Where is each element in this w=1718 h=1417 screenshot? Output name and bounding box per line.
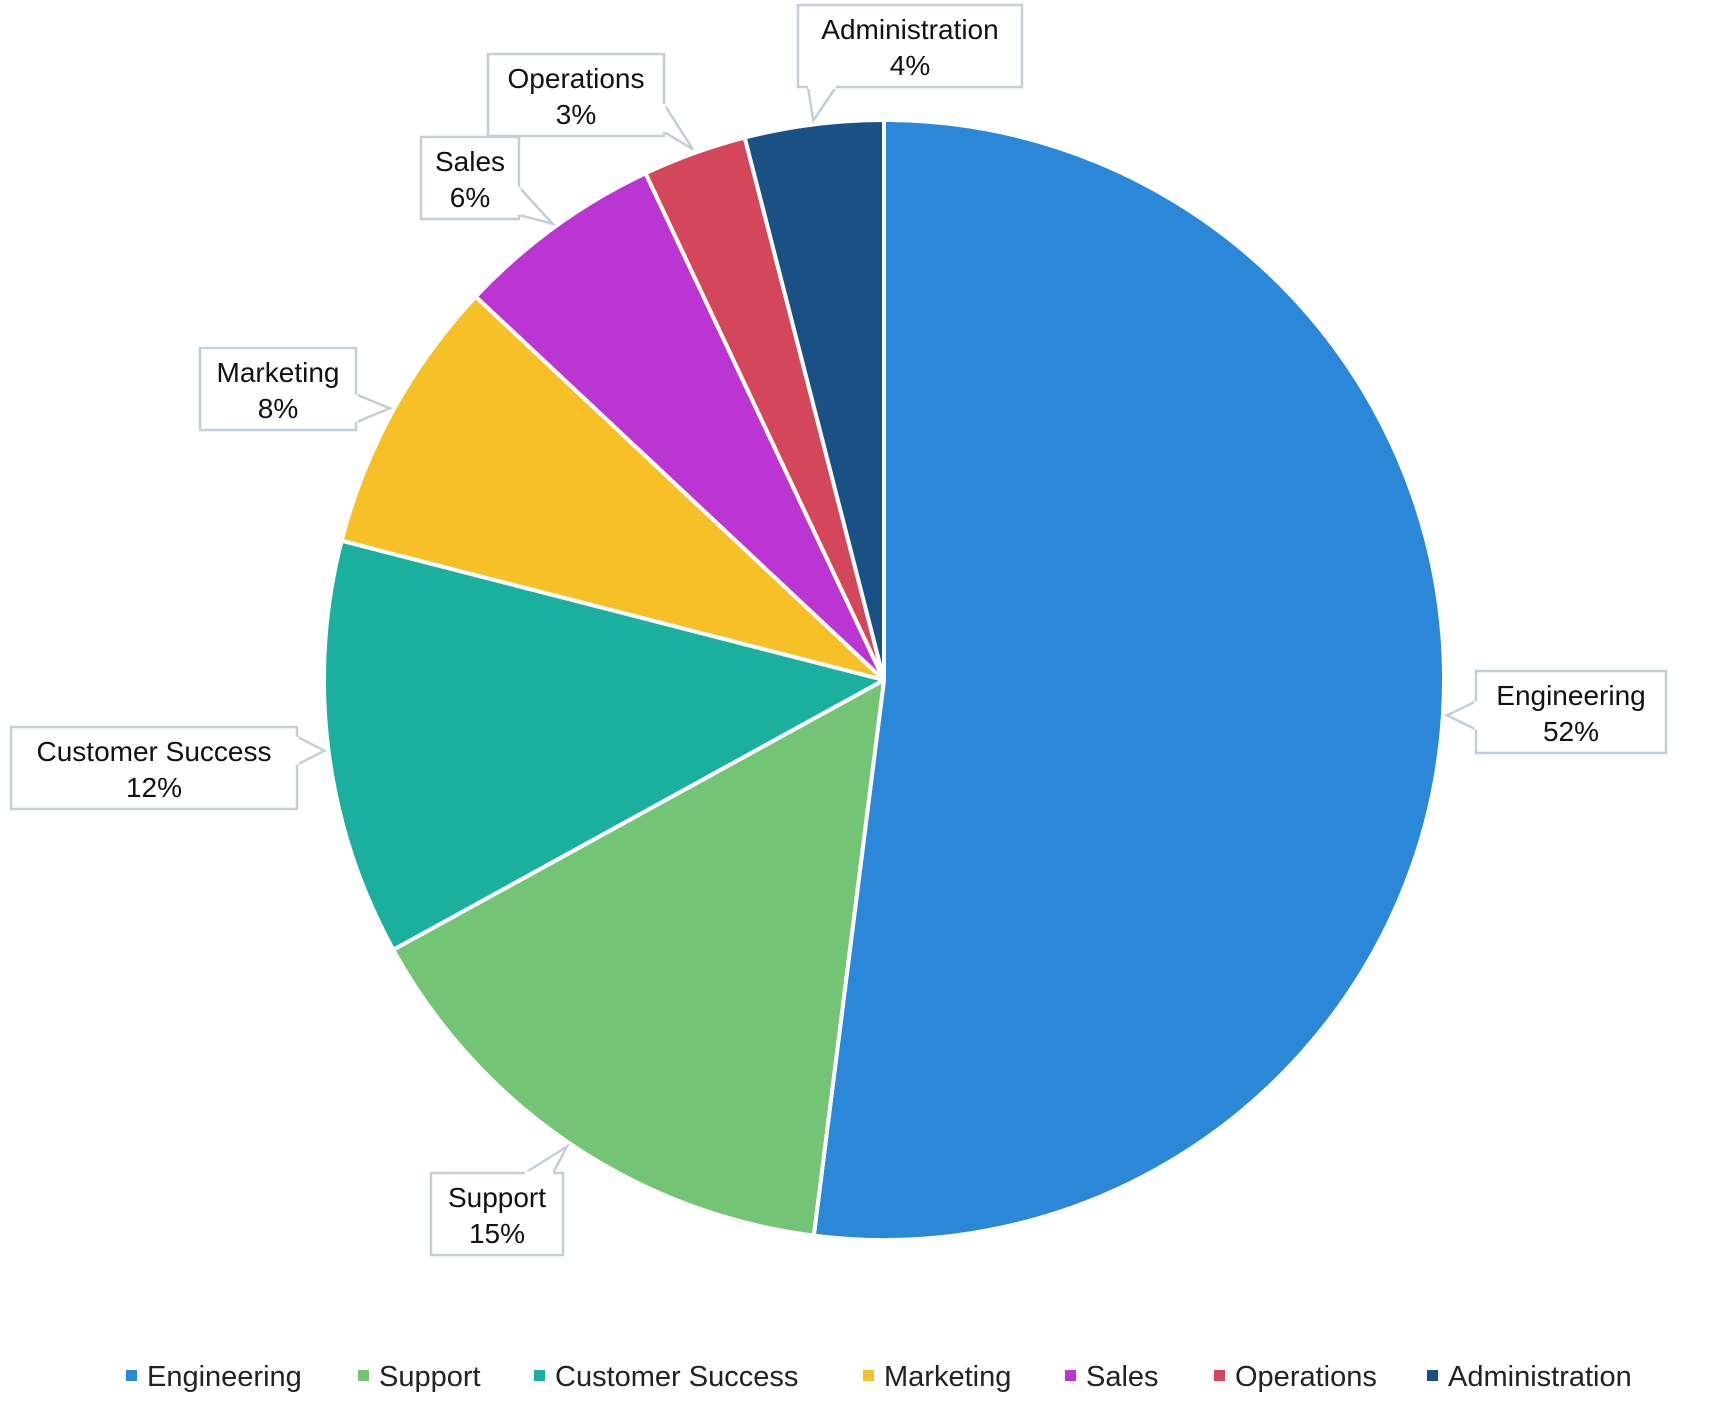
callout-operations: Operations 3% xyxy=(486,52,695,151)
legend-label: Marketing xyxy=(884,1361,1011,1393)
data-label-name: Administration xyxy=(821,14,998,45)
legend-item-sales: Sales xyxy=(1065,1361,1159,1393)
callout-pointer xyxy=(662,103,695,151)
callout-sales: Sales 6% xyxy=(419,135,557,226)
legend-item-administration: Administration xyxy=(1427,1361,1632,1393)
callout-administration: Administration 4% xyxy=(796,3,1024,124)
legend-label: Customer Success xyxy=(555,1361,798,1393)
legend-item-support: Support xyxy=(358,1361,481,1393)
slice-marketing xyxy=(339,294,886,682)
callout-box xyxy=(419,135,521,221)
legend-item-engineering: Engineering xyxy=(126,1361,302,1393)
data-label-value: 4% xyxy=(890,50,930,81)
callout-marketing: Marketing 8% xyxy=(198,346,394,432)
legend-swatch xyxy=(1214,1370,1225,1381)
pie-slices xyxy=(322,118,1447,1242)
data-label-value: 8% xyxy=(258,393,298,424)
callout-box xyxy=(198,346,358,432)
callout-box xyxy=(486,52,666,138)
legend-swatch xyxy=(1427,1370,1438,1381)
legend-item-customer-success: Customer Success xyxy=(534,1361,798,1393)
callout-pointer xyxy=(355,393,394,424)
callout-box xyxy=(796,3,1024,89)
slice-customer-success xyxy=(322,538,886,952)
callout-pointer xyxy=(296,735,328,766)
data-label-name: Customer Success xyxy=(37,736,272,767)
slice-administration xyxy=(742,118,886,682)
legend-swatch xyxy=(863,1370,874,1381)
legend: Engineering Support Customer Success Market… xyxy=(126,1361,1632,1393)
callout-engineering: Engineering 52% xyxy=(1444,669,1668,755)
slice-engineering xyxy=(811,118,1447,1242)
callout-box xyxy=(9,725,299,811)
legend-label: Operations xyxy=(1235,1361,1377,1393)
data-label-name: Marketing xyxy=(217,357,340,388)
legend-label: Sales xyxy=(1086,1361,1159,1393)
slice-support xyxy=(391,678,886,1238)
data-label-value: 15% xyxy=(469,1218,525,1249)
data-label-name: Sales xyxy=(435,146,505,177)
legend-item-marketing: Marketing xyxy=(863,1361,1011,1393)
callout-pointer xyxy=(1444,700,1477,731)
legend-label: Engineering xyxy=(147,1361,302,1393)
legend-swatch xyxy=(1065,1370,1076,1381)
legend-item-operations: Operations xyxy=(1214,1361,1377,1393)
data-label-value: 3% xyxy=(556,99,596,130)
data-label-name: Engineering xyxy=(1496,680,1645,711)
callout-support: Support 15% xyxy=(429,1142,571,1257)
data-label-value: 6% xyxy=(450,182,490,213)
legend-swatch xyxy=(534,1370,545,1381)
legend-swatch xyxy=(126,1370,137,1381)
slice-sales xyxy=(473,171,886,682)
data-label-value: 12% xyxy=(126,772,182,803)
data-label-callouts: Engineering 52% Support 15% Customer Success… xyxy=(9,3,1668,1257)
data-label-name: Operations xyxy=(508,63,645,94)
callout-pointer xyxy=(524,1142,571,1175)
callout-pointer xyxy=(806,86,838,124)
data-label-value: 52% xyxy=(1543,716,1599,747)
callout-box xyxy=(1474,669,1668,755)
legend-swatch xyxy=(358,1370,369,1381)
legend-label: Administration xyxy=(1448,1361,1632,1393)
callout-customer-success: Customer Success 12% xyxy=(9,725,328,811)
callout-pointer xyxy=(518,186,557,226)
legend-label: Support xyxy=(379,1361,481,1393)
callout-box xyxy=(429,1171,565,1257)
data-label-name: Support xyxy=(448,1182,546,1213)
